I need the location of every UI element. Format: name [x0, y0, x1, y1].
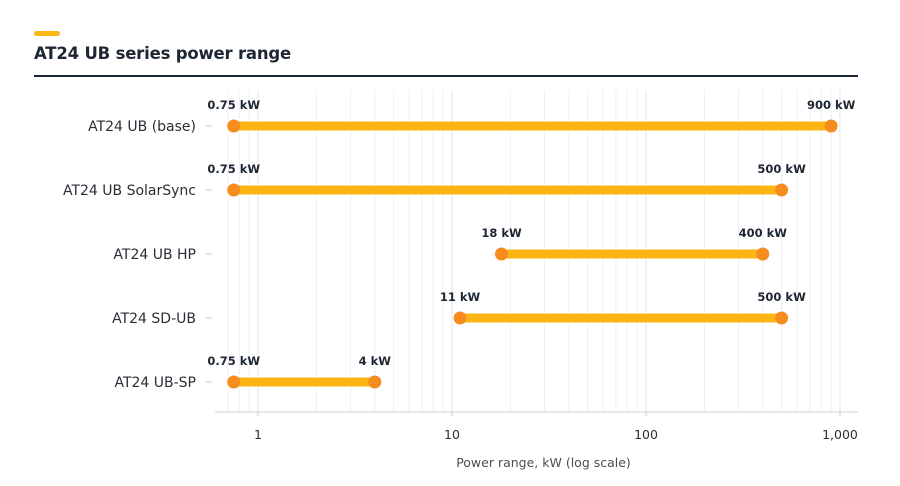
range-max-label: 4 kW	[359, 354, 392, 368]
range-max-label: 500 kW	[757, 290, 806, 304]
x-axis-title: Power range, kW (log scale)	[456, 455, 631, 470]
range-max-point	[756, 247, 770, 261]
category-label: AT24 UB-SP	[114, 375, 196, 391]
range-max-label: 900 kW	[807, 98, 856, 112]
x-axis: 1 10 100 1,000	[215, 411, 858, 442]
range-max-point	[775, 183, 789, 197]
x-tick-label: 100	[634, 427, 658, 442]
range-max-point	[824, 119, 838, 133]
range-max-point	[368, 375, 382, 389]
range-min-label: 0.75 kW	[207, 354, 260, 368]
category-label: AT24 UB HP	[113, 247, 196, 263]
range-min-point	[227, 375, 241, 389]
data-labels: 0.75 kW 900 kW 0.75 kW 500 kW 18 kW 400 kW 11 …	[207, 98, 855, 368]
x-tick-label: 10	[444, 427, 460, 442]
category-label: AT24 SD-UB	[112, 311, 196, 327]
x-tick-label: 1	[254, 427, 262, 442]
category-labels: AT24 UB (base) AT24 UB SolarSync AT24 UB H…	[63, 119, 212, 391]
range-max-point	[775, 311, 789, 325]
title-accent-bar	[34, 31, 60, 36]
category-label: AT24 UB (base)	[88, 119, 196, 135]
title-rule	[34, 75, 858, 77]
range-min-point	[453, 311, 467, 325]
x-tick-label: 1,000	[822, 427, 858, 442]
range-min-point	[227, 183, 241, 197]
range-min-label: 0.75 kW	[207, 98, 260, 112]
chart-title: AT24 UB series power range	[34, 44, 292, 63]
range-max-label: 500 kW	[757, 162, 806, 176]
category-label: AT24 UB SolarSync	[63, 183, 196, 199]
range-bars	[227, 119, 838, 389]
range-max-label: 400 kW	[739, 226, 788, 240]
range-min-label: 0.75 kW	[207, 162, 260, 176]
range-min-point	[495, 247, 509, 261]
range-min-label: 18 kW	[481, 226, 522, 240]
range-min-label: 11 kW	[440, 290, 481, 304]
range-min-point	[227, 119, 241, 133]
